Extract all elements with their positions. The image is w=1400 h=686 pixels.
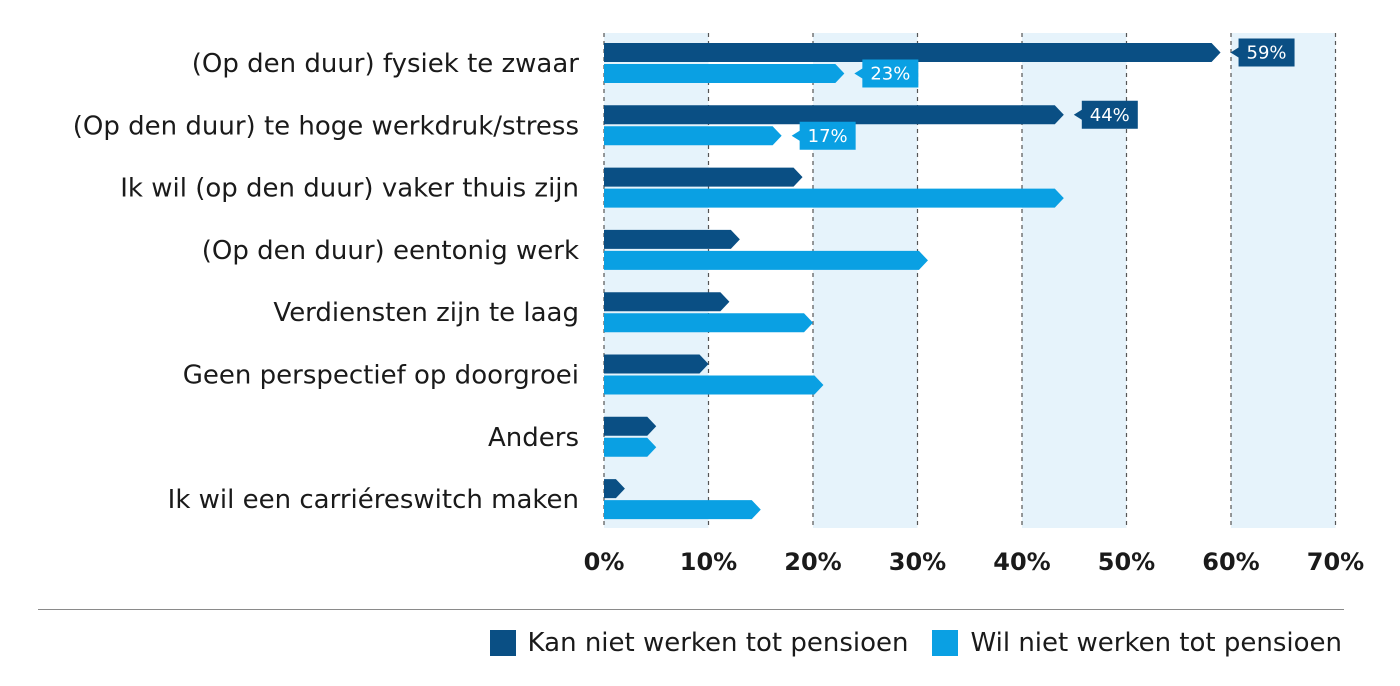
bar-wil bbox=[604, 437, 657, 457]
category-label: (Op den duur) eentonig werk bbox=[202, 236, 579, 266]
bar-wil bbox=[604, 313, 813, 333]
x-tick-label: 30% bbox=[889, 548, 946, 576]
x-tick-label: 20% bbox=[784, 548, 841, 576]
bar-wil bbox=[604, 250, 928, 270]
legend-divider bbox=[38, 609, 1344, 610]
data-label: 59% bbox=[1247, 43, 1287, 64]
bar-wil bbox=[604, 64, 845, 83]
category-label: Verdiensten zijn te laag bbox=[273, 298, 579, 328]
data-label: 17% bbox=[808, 126, 848, 147]
data-label-badge bbox=[854, 59, 919, 88]
category-label: Anders bbox=[488, 423, 579, 453]
category-label: Geen perspectief op doorgroei bbox=[183, 361, 579, 391]
legend-label-wil: Wil niet werken tot pensioen bbox=[970, 628, 1342, 658]
bar-wil bbox=[604, 126, 782, 146]
data-label-badge bbox=[1073, 100, 1138, 129]
data-label: 23% bbox=[870, 64, 910, 85]
category-label: (Op den duur) fysiek te zwaar bbox=[192, 49, 580, 79]
bar-kan bbox=[604, 479, 625, 499]
x-tick-label: 60% bbox=[1202, 548, 1259, 576]
legend-swatch-wil bbox=[932, 630, 959, 656]
bar-kan bbox=[604, 43, 1221, 62]
legend-swatch-kan bbox=[489, 630, 516, 656]
bar-kan bbox=[604, 416, 657, 436]
x-tick-label: 40% bbox=[993, 548, 1050, 576]
x-tick-label: 50% bbox=[1098, 548, 1155, 576]
bar-kan bbox=[604, 167, 803, 187]
x-tick-label: 70% bbox=[1307, 548, 1364, 576]
bar-kan bbox=[604, 292, 730, 312]
category-label: Ik wil een carriéreswitch maken bbox=[168, 485, 579, 515]
legend: Kan niet werken tot pensioen Wil niet we… bbox=[466, 628, 1342, 658]
legend-item-kan: Kan niet werken tot pensioen bbox=[489, 628, 909, 658]
legend-label-kan: Kan niet werken tot pensioen bbox=[527, 628, 909, 658]
data-label-badge bbox=[1230, 38, 1295, 67]
category-label: (Op den duur) te hoge werkdruk/stress bbox=[73, 111, 579, 141]
background-band bbox=[1231, 33, 1336, 528]
bar-kan bbox=[604, 105, 1064, 125]
category-label: Ik wil (op den duur) vaker thuis zijn bbox=[120, 174, 579, 204]
x-tick-label: 0% bbox=[584, 548, 625, 576]
legend-item-wil: Wil niet werken tot pensioen bbox=[932, 628, 1342, 658]
bar-kan bbox=[604, 354, 709, 374]
bar-wil bbox=[604, 375, 824, 395]
data-label-badge bbox=[791, 121, 856, 150]
bar-wil bbox=[604, 500, 761, 520]
bar-kan bbox=[604, 229, 740, 249]
bar-chart: 0% 10% 20% 30% 40% 50% 60% 70% (Op den duur) fys… bbox=[73, 33, 1364, 576]
x-tick-label: 10% bbox=[680, 548, 737, 576]
data-label: 44% bbox=[1090, 105, 1130, 126]
bar-wil bbox=[604, 188, 1064, 208]
